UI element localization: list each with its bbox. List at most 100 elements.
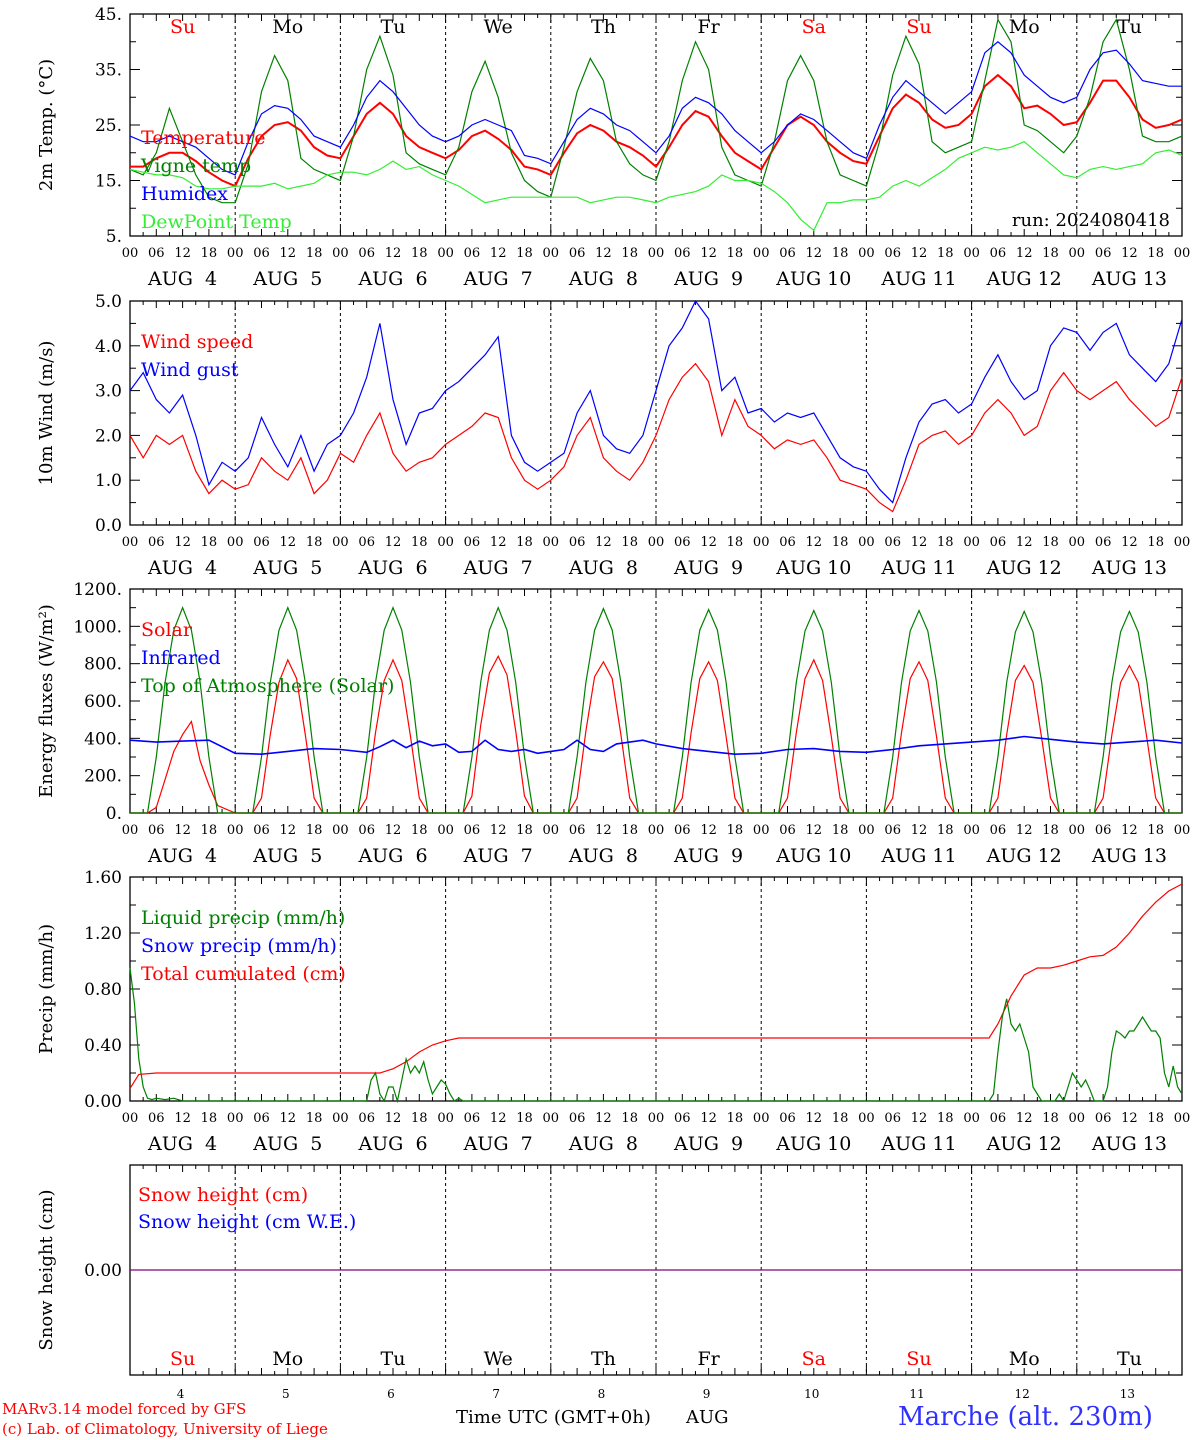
- hour-tick-label: 12: [911, 823, 928, 838]
- hour-tick-label: 00: [332, 1111, 349, 1126]
- hour-tick-label: 18: [1042, 246, 1059, 261]
- date-label: AUG 10: [775, 268, 851, 290]
- hour-tick-label: 00: [122, 535, 139, 550]
- y-tick-label: 0.0: [95, 516, 122, 536]
- hour-tick-label: 18: [516, 1111, 533, 1126]
- hour-tick-label: 00: [858, 823, 875, 838]
- hour-tick-label: 18: [621, 1111, 638, 1126]
- weekday-label: We: [484, 1348, 513, 1370]
- y-tick-label: 25.: [95, 116, 122, 136]
- legend-entry: Snow height (cm W.E.): [138, 1211, 356, 1233]
- date-label: AUG 6: [357, 268, 427, 290]
- hour-tick-label: 06: [674, 823, 691, 838]
- weekday-label: Th: [591, 16, 616, 38]
- hour-tick-label: 06: [569, 823, 586, 838]
- y-axis-label: Precip (mm/h): [36, 924, 57, 1054]
- date-label: AUG 7: [463, 268, 533, 290]
- legend-entry: Wind speed: [141, 331, 253, 353]
- hour-tick-label: 06: [884, 1111, 901, 1126]
- hour-tick-label: 18: [727, 823, 744, 838]
- panel-2: 0.0 1.0 2.0 3.0 4.0 5.0 10m Wind (m/s) Wind spe…: [36, 292, 1190, 579]
- weekday-label: Su: [906, 16, 931, 38]
- hour-tick-label: 06: [884, 246, 901, 261]
- hour-tick-label: 18: [306, 823, 323, 838]
- plot-frame: [129, 300, 1183, 526]
- hour-tick-label: 06: [779, 535, 796, 550]
- hour-tick-label: 18: [1147, 246, 1164, 261]
- date-label: AUG 12: [986, 1133, 1062, 1155]
- date-label: AUG 12: [986, 557, 1062, 579]
- date-label: AUG 4: [147, 268, 217, 290]
- y-tick-label: 0.40: [84, 1036, 122, 1056]
- hour-tick-label: 06: [464, 535, 481, 550]
- hour-tick-label: 00: [1174, 1111, 1191, 1126]
- hour-tick-label: 00: [227, 535, 244, 550]
- date-label: AUG 6: [357, 845, 427, 867]
- hour-tick-label: 18: [201, 1111, 218, 1126]
- date-label: AUG 9: [673, 1133, 743, 1155]
- hour-tick-label: 12: [280, 535, 297, 550]
- series-line-infrared: [129, 735, 1183, 756]
- hour-tick-label: 18: [1147, 535, 1164, 550]
- hour-tick-label: 12: [806, 1111, 823, 1126]
- y-tick-label: 45.: [95, 5, 122, 25]
- hour-tick-label: 18: [516, 246, 533, 261]
- y-tick-label: 1.20: [84, 924, 122, 944]
- hour-tick-label: 12: [385, 246, 402, 261]
- hour-tick-label: 06: [990, 535, 1007, 550]
- hour-tick-label: 06: [884, 823, 901, 838]
- hour-tick-label: 00: [858, 535, 875, 550]
- hour-tick-label: 00: [753, 1111, 770, 1126]
- hour-tick-label: 18: [411, 823, 428, 838]
- hour-tick-label: 06: [569, 1111, 586, 1126]
- y-tick-label: 3.0: [95, 382, 122, 402]
- legend-entry: Temperature: [141, 127, 265, 149]
- y-tick-label: 1000.: [73, 617, 122, 637]
- y-tick-label: 400.: [84, 729, 122, 749]
- hour-tick-label: 12: [595, 246, 612, 261]
- hour-tick-label: 12: [700, 1111, 717, 1126]
- hour-tick-label: 06: [253, 823, 270, 838]
- y-tick-label: 5.0: [95, 292, 122, 312]
- hour-tick-label: 18: [1147, 1111, 1164, 1126]
- hour-tick-label: 12: [1121, 535, 1138, 550]
- weekday-label: Mo: [272, 1348, 303, 1370]
- date-label: AUG 10: [775, 1133, 851, 1155]
- weekday-label: Sa: [802, 1348, 826, 1370]
- hour-tick-label: 00: [543, 1111, 560, 1126]
- hour-tick-label: 00: [648, 1111, 665, 1126]
- legend-entry: Total cumulated (cm): [141, 963, 346, 985]
- hour-tick-label: 12: [911, 246, 928, 261]
- hour-tick-label: 00: [1069, 246, 1086, 261]
- hour-tick-label: 18: [201, 535, 218, 550]
- y-tick-label: 15.: [95, 172, 122, 192]
- hour-tick-label: 18: [727, 1111, 744, 1126]
- hour-tick-label: 00: [648, 535, 665, 550]
- hour-tick-label: 12: [490, 823, 507, 838]
- hour-tick-label: 00: [753, 535, 770, 550]
- hour-tick-label: 06: [674, 535, 691, 550]
- hour-tick-label: 06: [253, 246, 270, 261]
- hour-tick-label: 12: [280, 1111, 297, 1126]
- hour-tick-label: 06: [779, 823, 796, 838]
- hour-tick-label: 00: [122, 823, 139, 838]
- weekday-label: Tu: [381, 1348, 406, 1370]
- hour-tick-label: 18: [411, 535, 428, 550]
- hour-tick-label: 12: [1016, 1111, 1033, 1126]
- date-label: AUG 9: [673, 268, 743, 290]
- hour-tick-label: 18: [937, 535, 954, 550]
- series-line-dewpoint-temp: [129, 141, 1183, 232]
- date-label: AUG 7: [463, 845, 533, 867]
- date-label: AUG 5: [252, 1133, 322, 1155]
- hour-tick-label: 18: [411, 1111, 428, 1126]
- hour-tick-label: 06: [358, 535, 375, 550]
- hour-tick-label: 00: [1069, 823, 1086, 838]
- hour-tick-label: 00: [227, 823, 244, 838]
- legend-entry: Snow precip (mm/h): [141, 935, 337, 957]
- panel-1: 5. 15. 25. 35. 45. 2m Temp. (°C) Temperature Vi…: [36, 5, 1190, 290]
- hour-tick-label: 18: [832, 1111, 849, 1126]
- day-number: 9: [703, 1387, 711, 1401]
- hour-tick-label: 06: [148, 246, 165, 261]
- model-line: MARv3.14 model forced by GFS: [2, 1400, 247, 1418]
